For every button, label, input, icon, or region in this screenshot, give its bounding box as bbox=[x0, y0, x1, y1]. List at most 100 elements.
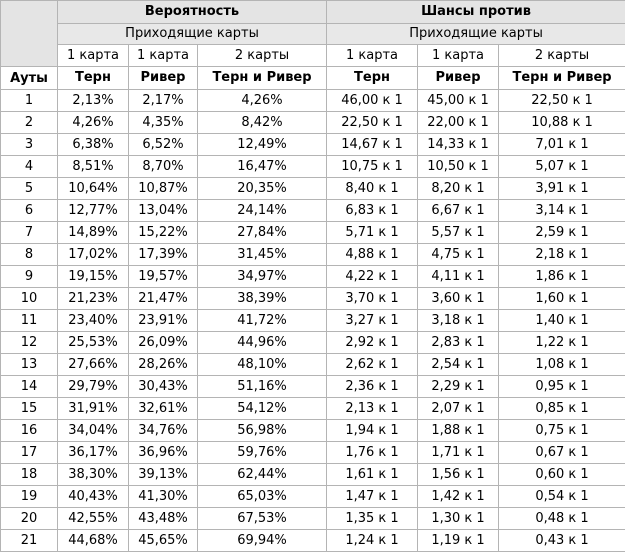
prob-turn-cell: 21,23% bbox=[58, 288, 129, 310]
odds-turn-river-cell: 1,86 к 1 bbox=[499, 266, 625, 288]
prob-turn-river-cell: 67,53% bbox=[198, 508, 327, 530]
prob-river-cell: 36,96% bbox=[129, 442, 198, 464]
odds-turn-river-cell: 22,50 к 1 bbox=[499, 90, 625, 112]
odds-river-cell: 10,50 к 1 bbox=[418, 156, 499, 178]
prob-turn-cell: 6,38% bbox=[58, 134, 129, 156]
prob-turn-river-cell: 48,10% bbox=[198, 354, 327, 376]
odds-turn-cell: 2,92 к 1 bbox=[327, 332, 418, 354]
prob-turn-cell: 10,64% bbox=[58, 178, 129, 200]
odds-river-cell: 45,00 к 1 bbox=[418, 90, 499, 112]
odds-turn-river-cell: 0,67 к 1 bbox=[499, 442, 625, 464]
prob-turn-cell: 40,43% bbox=[58, 486, 129, 508]
outs-cell: 13 bbox=[1, 354, 58, 376]
prob-turn-river-cell: 62,44% bbox=[198, 464, 327, 486]
outs-cell: 15 bbox=[1, 398, 58, 420]
odds-turn-cell: 5,71 к 1 bbox=[327, 222, 418, 244]
odds-turn-cell: 1,94 к 1 bbox=[327, 420, 418, 442]
odds-turn-cell: 2,36 к 1 bbox=[327, 376, 418, 398]
prob-turn-cell: 38,30% bbox=[58, 464, 129, 486]
prob-turn-cell: 27,66% bbox=[58, 354, 129, 376]
odds-turn-river-cell: 1,40 к 1 bbox=[499, 310, 625, 332]
odds-river-cell: 1,71 к 1 bbox=[418, 442, 499, 464]
odds-turn-cell: 2,62 к 1 bbox=[327, 354, 418, 376]
prob-turn-river-cell: 51,16% bbox=[198, 376, 327, 398]
odds-river-header: Ривер bbox=[418, 67, 499, 90]
prob-turn-river-cell: 59,76% bbox=[198, 442, 327, 464]
prob-river-cell: 30,43% bbox=[129, 376, 198, 398]
odds-turn-river-cell: 3,14 к 1 bbox=[499, 200, 625, 222]
outs-cell: 11 bbox=[1, 310, 58, 332]
prob-river-cell: 34,76% bbox=[129, 420, 198, 442]
odds-turn-cell: 8,40 к 1 bbox=[327, 178, 418, 200]
odds-turn-header: Терн bbox=[327, 67, 418, 90]
prob-turn-river-cell: 31,45% bbox=[198, 244, 327, 266]
prob-turn-cell: 29,79% bbox=[58, 376, 129, 398]
prob-turn-river-cell: 16,47% bbox=[198, 156, 327, 178]
outs-cell: 9 bbox=[1, 266, 58, 288]
odds-river-cell: 3,18 к 1 bbox=[418, 310, 499, 332]
odds-title: Шансы против bbox=[327, 1, 625, 24]
prob-turn-river-cell: 8,42% bbox=[198, 112, 327, 134]
odds-river-cell: 14,33 к 1 bbox=[418, 134, 499, 156]
prob-river-cell: 26,09% bbox=[129, 332, 198, 354]
outs-cell: 8 bbox=[1, 244, 58, 266]
prob-river-cell: 10,87% bbox=[129, 178, 198, 200]
odds-turn-cell: 1,76 к 1 bbox=[327, 442, 418, 464]
odds-turn-river-cell: 0,75 к 1 bbox=[499, 420, 625, 442]
odds-river-cell: 4,11 к 1 bbox=[418, 266, 499, 288]
outs-cell: 7 bbox=[1, 222, 58, 244]
odds-turn-cell: 10,75 к 1 bbox=[327, 156, 418, 178]
prob-river-cell: 19,57% bbox=[129, 266, 198, 288]
odds-turn-card-count: 1 карта bbox=[327, 45, 418, 67]
prob-turn-river-cell: 4,26% bbox=[198, 90, 327, 112]
odds-turn-cell: 1,35 к 1 bbox=[327, 508, 418, 530]
prob-turn-river-cell: 54,12% bbox=[198, 398, 327, 420]
odds-turn-river-cell: 5,07 к 1 bbox=[499, 156, 625, 178]
odds-turn-cell: 22,50 к 1 bbox=[327, 112, 418, 134]
odds-river-cell: 4,75 к 1 bbox=[418, 244, 499, 266]
prob-turn-river-cell: 20,35% bbox=[198, 178, 327, 200]
odds-river-cell: 1,30 к 1 bbox=[418, 508, 499, 530]
prob-turn-cell: 14,89% bbox=[58, 222, 129, 244]
odds-turn-river-cell: 0,48 к 1 bbox=[499, 508, 625, 530]
prob-turn-cell: 23,40% bbox=[58, 310, 129, 332]
odds-river-cell: 2,54 к 1 bbox=[418, 354, 499, 376]
prob-river-cell: 21,47% bbox=[129, 288, 198, 310]
odds-river-cell: 2,07 к 1 bbox=[418, 398, 499, 420]
prob-turn-river-cell: 34,97% bbox=[198, 266, 327, 288]
prob-turn-river-cell: 27,84% bbox=[198, 222, 327, 244]
probability-title: Вероятность bbox=[58, 1, 327, 24]
prob-river-cell: 6,52% bbox=[129, 134, 198, 156]
odds-river-cell: 2,83 к 1 bbox=[418, 332, 499, 354]
odds-turn-cell: 6,83 к 1 bbox=[327, 200, 418, 222]
odds-turn-cell: 2,13 к 1 bbox=[327, 398, 418, 420]
prob-turn-header: Терн bbox=[58, 67, 129, 90]
odds-turn-river-cell: 3,91 к 1 bbox=[499, 178, 625, 200]
prob-turn-river-cell: 24,14% bbox=[198, 200, 327, 222]
odds-turn-river-cell: 0,43 к 1 bbox=[499, 530, 625, 552]
odds-river-cell: 8,20 к 1 bbox=[418, 178, 499, 200]
odds-turn-river-cell: 10,88 к 1 bbox=[499, 112, 625, 134]
prob-river-cell: 13,04% bbox=[129, 200, 198, 222]
prob-turn-cell: 4,26% bbox=[58, 112, 129, 134]
outs-cell: 19 bbox=[1, 486, 58, 508]
prob-turn-river-cell: 65,03% bbox=[198, 486, 327, 508]
outs-cell: 6 bbox=[1, 200, 58, 222]
outs-cell: 14 bbox=[1, 376, 58, 398]
odds-turn-river-cell: 1,60 к 1 bbox=[499, 288, 625, 310]
prob-turn-cell: 44,68% bbox=[58, 530, 129, 552]
outs-cell: 2 bbox=[1, 112, 58, 134]
prob-river-cell: 41,30% bbox=[129, 486, 198, 508]
